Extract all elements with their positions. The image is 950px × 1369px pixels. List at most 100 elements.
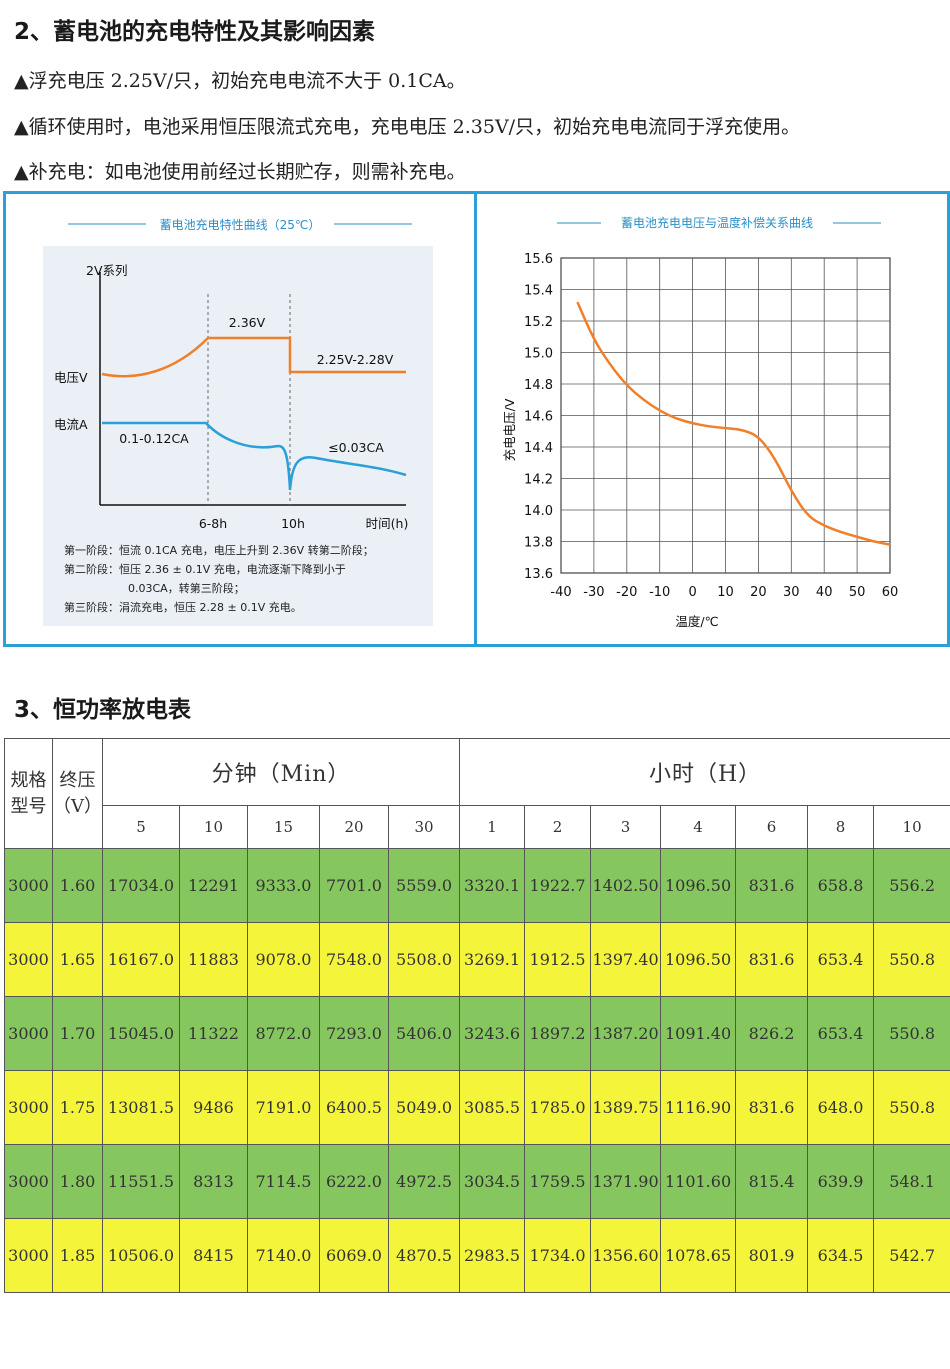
table-cell: 17034.0 [102, 848, 180, 923]
table-cell: 1091.40 [660, 996, 737, 1071]
table-cell: 6222.0 [319, 1144, 389, 1219]
header-minutes-15: 15 [247, 805, 320, 849]
y-tick-label: 15.0 [524, 347, 553, 362]
annotation-final-current: ≤0.03CA [328, 440, 384, 455]
table-cell: 1.80 [52, 1144, 103, 1219]
table-cell: 653.4 [807, 996, 875, 1071]
table-cell: 3269.1 [459, 922, 526, 997]
table-cell: 1101.60 [660, 1144, 737, 1219]
y-tick-label: 14.4 [524, 441, 553, 456]
y-tick-label: 15.4 [524, 284, 553, 299]
x-axis-label: 温度/℃ [675, 614, 718, 629]
note-stage-3: 第三阶段：涓流充电，恒压 2.28 ± 0.1V 充电。 [64, 600, 302, 614]
table-cell: 1759.5 [524, 1144, 592, 1219]
header-hours-2: 2 [524, 805, 592, 849]
time-axis-label: 时间(h) [366, 516, 409, 531]
temperature-compensation-chart: 蓄电池充电电压与温度补偿关系曲线 15.6 15.4 15.2 15.0 14.8 14.… [502, 215, 898, 629]
constant-power-discharge-table: 规格型号 终压（V） 分钟（Min） 小时（H） 5 10 15 20 30 1 2 3 4 6 8… [4, 738, 950, 1293]
table-cell: 11883 [179, 922, 248, 997]
header-hours-4: 4 [660, 805, 737, 849]
table-row: 3000 1.65 16167.0 11883 9078.0 7548.0 5508.0 32… [4, 922, 950, 997]
current-axis-label: 电流A [54, 417, 88, 432]
bullet-float-charge: ▲浮充电压 2.25V/只，初始充电电流不大于 0.1CA。 [14, 70, 466, 92]
table-cell: 4870.5 [387, 1218, 461, 1293]
table-cell: 1389.75 [590, 1070, 662, 1145]
bullet-cycle-charge: ▲循环使用时，电池采用恒压限流式充电，充电电压 2.35V/只，初始充电电流同于… [14, 116, 801, 138]
table-cell: 5508.0 [387, 922, 461, 997]
table-cell: 550.8 [873, 996, 950, 1071]
table-cell: 2983.5 [459, 1218, 526, 1293]
tick-6-8h: 6-8h [199, 516, 227, 531]
table-cell: 1116.90 [660, 1070, 737, 1145]
table-cell: 548.1 [873, 1144, 950, 1219]
table-cell: 658.8 [807, 848, 875, 923]
table-cell: 7191.0 [247, 1070, 320, 1145]
table-cell: 1387.20 [590, 996, 662, 1071]
table-cell: 1.60 [52, 848, 103, 923]
table-cell: 542.7 [873, 1218, 950, 1293]
table-cell: 550.8 [873, 1070, 950, 1145]
chart-title: 蓄电池充电电压与温度补偿关系曲线 [621, 215, 813, 230]
table-cell: 9078.0 [247, 922, 320, 997]
table-row: 3000 1.80 11551.5 8313 7114.5 6222.0 4972.5 303… [4, 1144, 950, 1219]
header-hours-group: 小时（H） [459, 738, 950, 806]
table-cell: 1.75 [52, 1070, 103, 1145]
note-stage-2-cont: 0.03CA，转第三阶段； [128, 581, 245, 595]
table-cell: 1371.90 [590, 1144, 662, 1219]
table-cell: 11322 [179, 996, 248, 1071]
table-cell: 10506.0 [102, 1218, 180, 1293]
table-cell: 5559.0 [387, 848, 461, 923]
header-minutes-10: 10 [179, 805, 248, 849]
table-cell: 831.6 [735, 848, 809, 923]
header-hours-1: 1 [459, 805, 526, 849]
table-row: 3000 1.70 15045.0 11322 8772.0 7293.0 5406.0 32… [4, 996, 950, 1071]
table-cell: 1897.2 [524, 996, 592, 1071]
annotation-2-25-2-28v: 2.25V-2.28V [317, 352, 394, 367]
table-cell: 1734.0 [524, 1218, 592, 1293]
table-cell: 831.6 [735, 922, 809, 997]
annotation-initial-current: 0.1-0.12CA [119, 431, 189, 446]
table-cell: 3320.1 [459, 848, 526, 923]
y-tick-label: 13.8 [524, 536, 553, 551]
section-title-charging: 2、蓄电池的充电特性及其影响因素 [14, 19, 376, 45]
table-cell: 4972.5 [387, 1144, 461, 1219]
table-cell: 1912.5 [524, 922, 592, 997]
table-cell: 815.4 [735, 1144, 809, 1219]
x-tick-label: 30 [783, 585, 800, 600]
header-end-voltage: 终压（V） [52, 738, 103, 849]
section-title-discharge: 3、恒功率放电表 [14, 697, 192, 723]
table-cell: 1402.50 [590, 848, 662, 923]
table-cell: 3000 [4, 1218, 53, 1293]
table-cell: 7548.0 [319, 922, 389, 997]
note-stage-1: 第一阶段：恒流 0.1CA 充电，电压上升到 2.36V 转第二阶段； [64, 543, 374, 557]
table-cell: 648.0 [807, 1070, 875, 1145]
x-tick-label: 0 [688, 585, 696, 600]
table-row: 3000 1.85 10506.0 8415 7140.0 6069.0 4870.5 298… [4, 1218, 950, 1293]
charging-curve-panel: 蓄电池充电特性曲线（25℃） 2V系列 电压V 电流A 2.36V 2.25V-… [3, 191, 477, 647]
table-cell: 5049.0 [387, 1070, 461, 1145]
table-cell: 3034.5 [459, 1144, 526, 1219]
table-row: 3000 1.75 13081.5 9486 7191.0 6400.5 5049.0 308… [4, 1070, 950, 1145]
table-row: 3000 1.60 17034.0 12291 9333.0 7701.0 5559.0 33… [4, 848, 950, 923]
tick-10h: 10h [281, 516, 305, 531]
table-cell: 8772.0 [247, 996, 320, 1071]
table-cell: 9333.0 [247, 848, 320, 923]
table-cell: 639.9 [807, 1144, 875, 1219]
table-cell: 3085.5 [459, 1070, 526, 1145]
series-label: 2V系列 [86, 263, 128, 278]
header-minutes-30: 30 [387, 805, 461, 849]
header-hours-8: 8 [807, 805, 875, 849]
x-tick-label: 50 [849, 585, 866, 600]
table-cell: 15045.0 [102, 996, 180, 1071]
table-cell: 6069.0 [319, 1218, 389, 1293]
charging-curve-title: 蓄电池充电特性曲线（25℃） [160, 217, 321, 232]
y-axis-label: 充电电压/V [502, 398, 517, 461]
table-cell: 13081.5 [102, 1070, 180, 1145]
table-cell: 3000 [4, 996, 53, 1071]
table-cell: 3000 [4, 1070, 53, 1145]
table-cell: 7293.0 [319, 996, 389, 1071]
y-tick-label: 14.8 [524, 378, 553, 393]
table-cell: 3000 [4, 848, 53, 923]
y-tick-label: 15.2 [524, 315, 553, 330]
x-tick-label: 20 [750, 585, 767, 600]
